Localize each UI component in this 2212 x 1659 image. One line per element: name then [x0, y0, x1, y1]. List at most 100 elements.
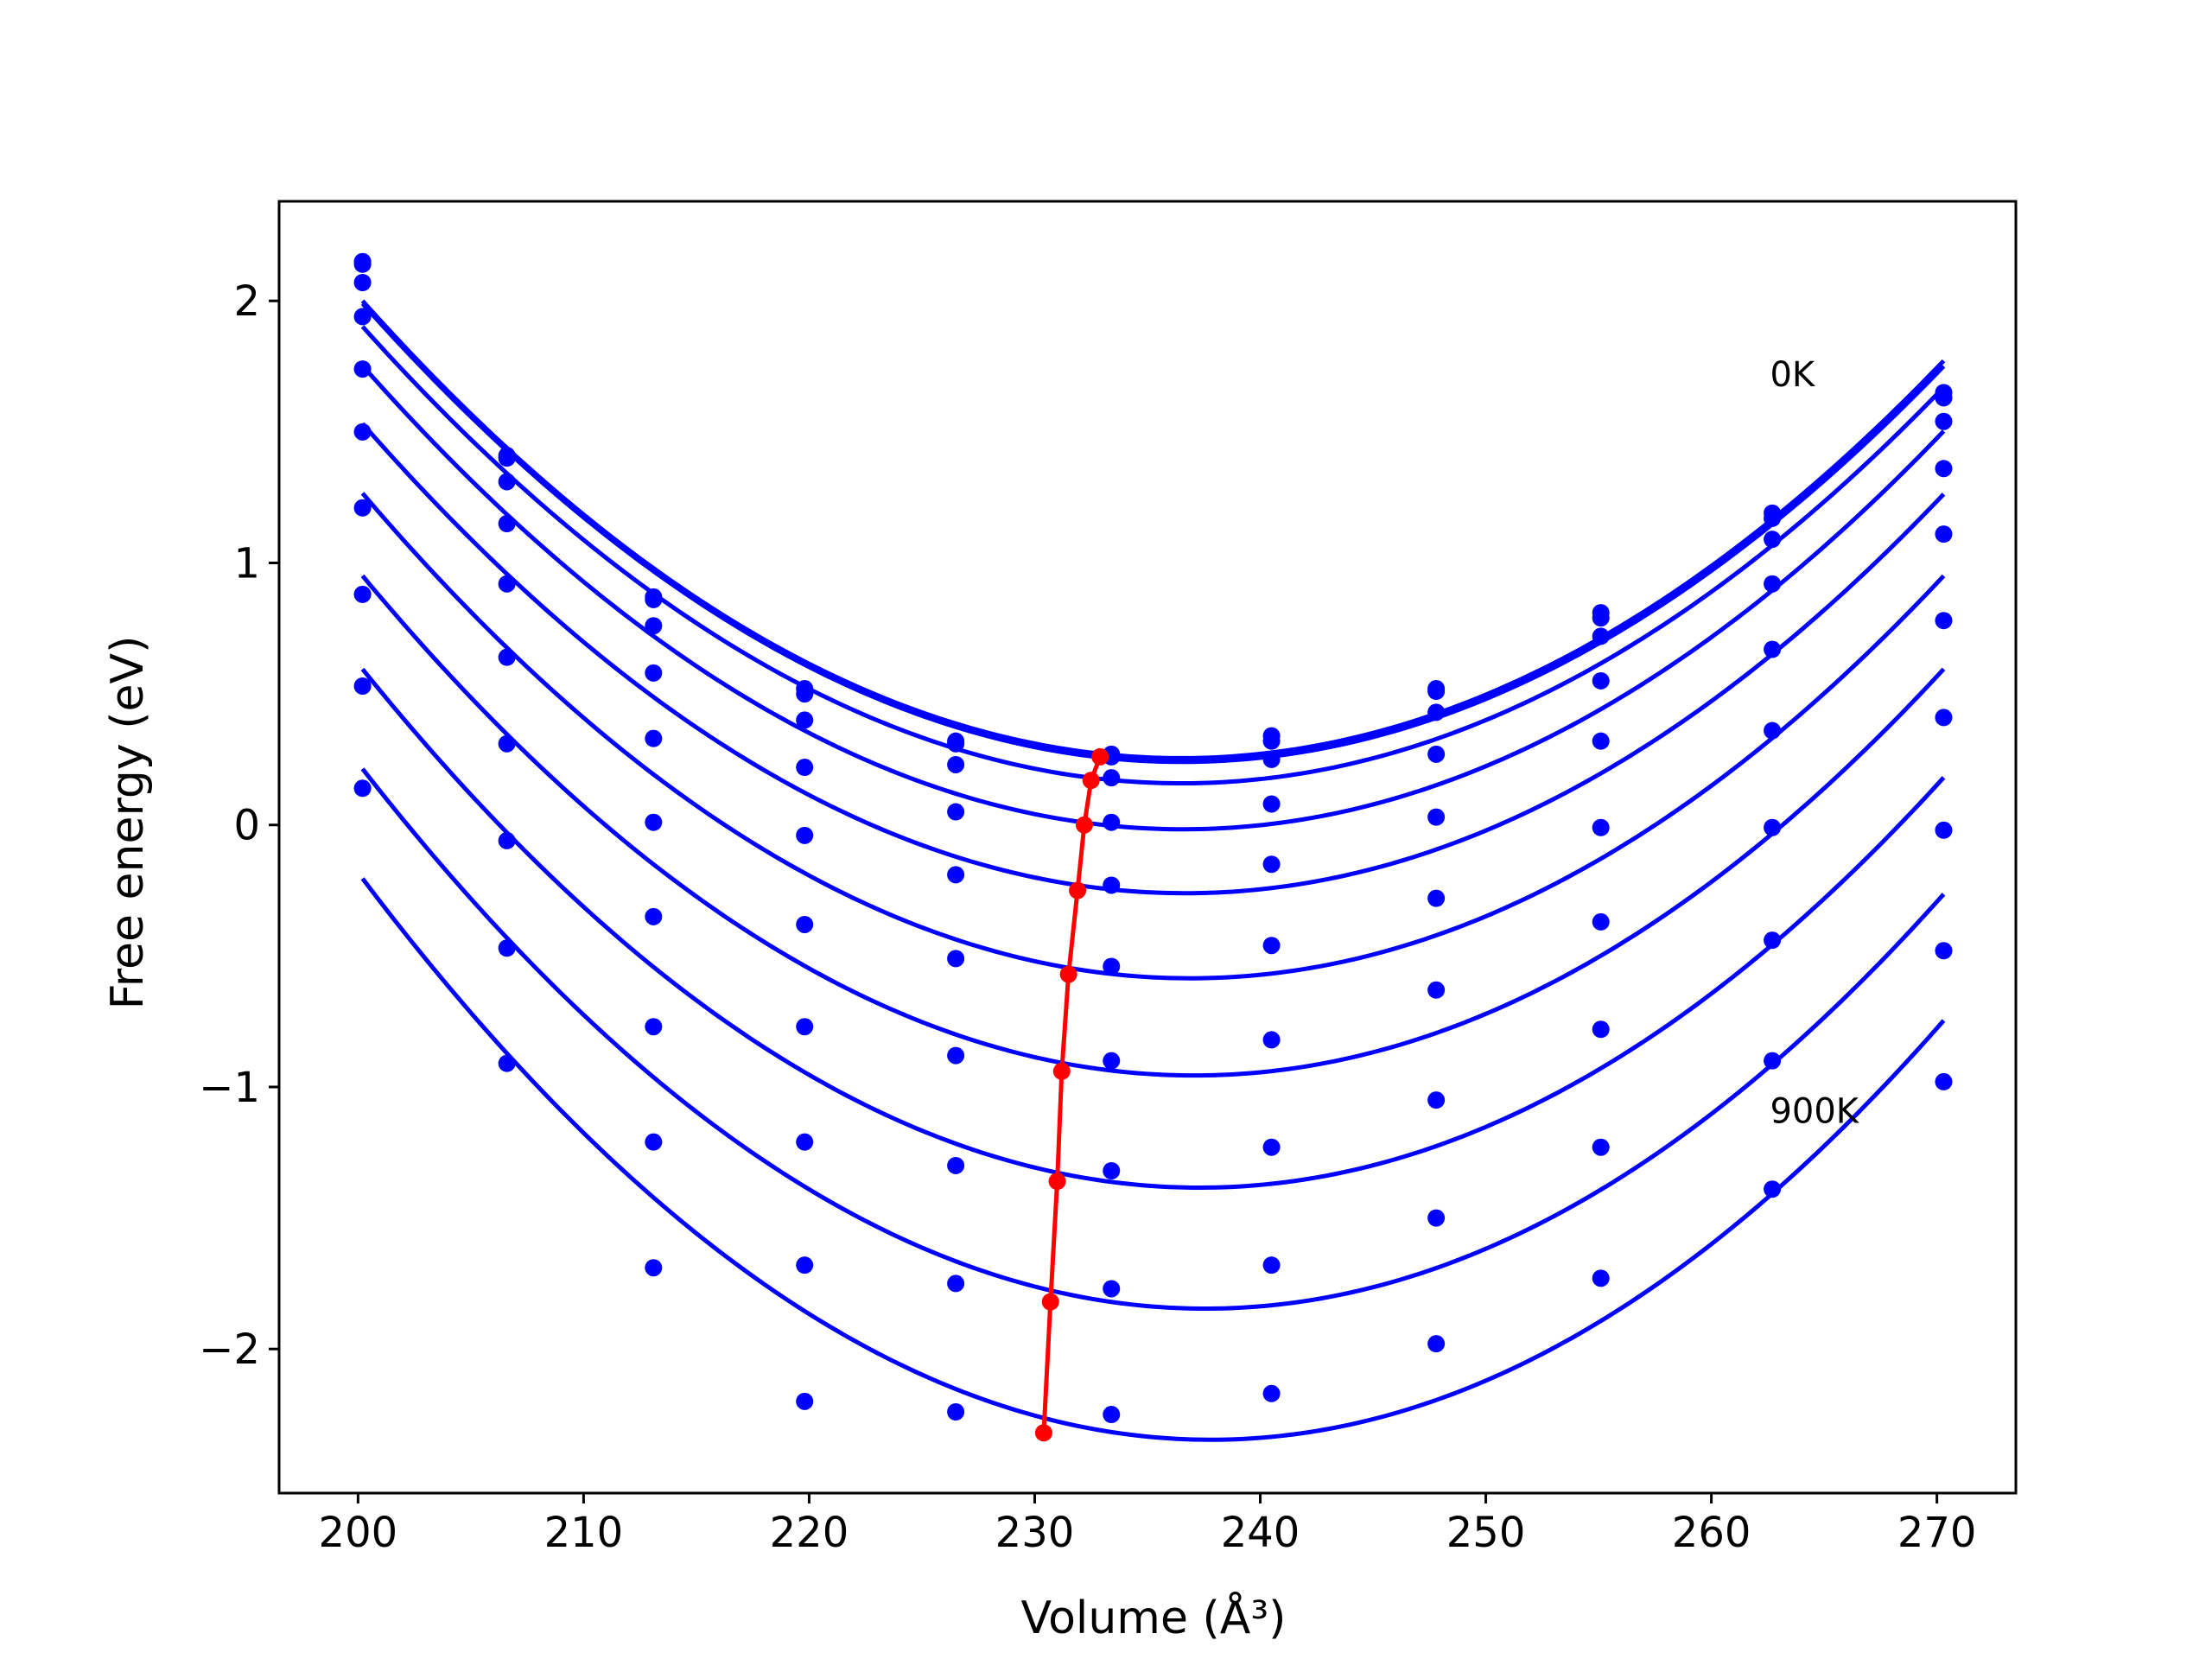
data-point-s8-8	[1427, 1091, 1446, 1109]
data-point-s9-9	[1592, 1138, 1610, 1156]
data-point-s3-11	[1935, 412, 1953, 430]
data-point-s4-2	[498, 514, 516, 532]
y-tick-label-2: 2	[233, 277, 260, 326]
data-point-s4-11	[1935, 460, 1953, 478]
data-point-s8-7	[1262, 1138, 1281, 1156]
data-point-s3-7	[1262, 750, 1281, 768]
data-point-s4-1	[353, 308, 372, 326]
data-point-s5-2	[498, 575, 516, 593]
x-tick-label-250: 250	[1446, 1509, 1526, 1557]
annotation-1: 0K	[1770, 355, 1815, 395]
data-point-s8-5	[947, 1156, 965, 1174]
data-point-s3-8	[1427, 703, 1446, 721]
data-point-s4-4	[796, 759, 814, 777]
data-point-s3-2	[498, 473, 516, 491]
data-point-s2-8	[1427, 683, 1446, 701]
data-point-s9-4	[796, 1256, 814, 1274]
data-point-s6-2	[498, 648, 516, 666]
data-point-s7-6	[1103, 1052, 1121, 1070]
fit-curve-2	[360, 302, 1946, 765]
data-point-s8-1	[353, 585, 372, 603]
data-point-s9-8	[1427, 1209, 1446, 1227]
data-point-s10-6	[1103, 1406, 1121, 1424]
data-point-s9-6	[1103, 1280, 1121, 1298]
data-point-s8-11	[1935, 821, 1953, 839]
data-point-s4-7	[1262, 795, 1281, 813]
data-point-s10-7	[1262, 1384, 1281, 1402]
data-point-s5-7	[1262, 855, 1281, 874]
data-point-s9-10	[1764, 1052, 1782, 1070]
data-point-s3-5	[947, 755, 965, 773]
data-point-s2-7	[1262, 732, 1281, 750]
data-point-s9-1	[353, 677, 372, 696]
data-point-s7-3	[645, 907, 663, 925]
data-point-s2-2	[498, 449, 516, 467]
data-point-s7-5	[947, 1046, 965, 1065]
data-point-s6-8	[1427, 889, 1446, 907]
data-point-s3-4	[796, 711, 814, 729]
axes-layer: 200 210 220 230 240 250 260 270 −2 −1 0 1 2 0K 900K	[199, 200, 2018, 1557]
data-point-s6-5	[947, 950, 965, 968]
data-point-s8-3	[645, 1018, 663, 1036]
data-point-s3-1	[353, 274, 372, 292]
data-point-s5-9	[1592, 732, 1610, 750]
minimum-point-8	[1041, 1293, 1059, 1311]
x-tick-label-230: 230	[995, 1509, 1075, 1557]
data-point-s5-4	[796, 826, 814, 844]
data-point-s6-10	[1764, 721, 1782, 740]
data-point-s10-3	[645, 1259, 663, 1277]
data-point-s2-9	[1592, 609, 1610, 627]
data-point-s9-3	[645, 1133, 663, 1151]
data-point-s10-9	[1592, 1269, 1610, 1287]
minimum-point-3	[1075, 816, 1093, 834]
minimum-point-2	[1082, 772, 1100, 790]
data-point-s9-5	[947, 1274, 965, 1293]
data-point-s6-1	[353, 423, 372, 441]
data-point-s7-11	[1935, 709, 1953, 727]
minimum-point-4	[1069, 881, 1087, 899]
data-point-s8-6	[1103, 1162, 1121, 1180]
fit-curve-5	[360, 422, 1946, 896]
data-point-s3-9	[1592, 627, 1610, 645]
fit-curve-1	[360, 299, 1946, 760]
data-point-s9-11	[1935, 942, 1953, 960]
data-point-s7-9	[1592, 912, 1610, 931]
y-tick-label--2: −2	[199, 1325, 260, 1374]
data-point-s3-3	[645, 617, 663, 635]
x-tick-label-260: 260	[1672, 1509, 1751, 1557]
minimum-point-6	[1052, 1062, 1071, 1080]
fit-curve-7	[360, 574, 1946, 1078]
data-point-s2-1	[353, 255, 372, 273]
plot-clipped	[353, 252, 1953, 1442]
data-point-s4-9	[1592, 671, 1610, 690]
data-point-s4-6	[1103, 813, 1121, 831]
data-point-s4-5	[947, 803, 965, 821]
minimum-point-7	[1048, 1173, 1066, 1191]
data-point-s5-11	[1935, 525, 1953, 543]
data-point-s10-11	[1935, 1072, 1953, 1090]
data-point-s5-6	[1103, 876, 1121, 894]
minimum-point-1	[1091, 747, 1109, 766]
data-point-s3-6	[1103, 769, 1121, 787]
data-point-s8-4	[796, 1133, 814, 1151]
data-point-s6-9	[1592, 818, 1610, 836]
data-point-s4-10	[1764, 575, 1782, 593]
data-point-s4-8	[1427, 745, 1446, 763]
data-point-s6-3	[645, 813, 663, 831]
x-tick-label-240: 240	[1221, 1509, 1300, 1557]
y-tick-label-1: 1	[233, 539, 260, 588]
minimum-point-5	[1059, 965, 1077, 983]
data-point-s8-10	[1764, 931, 1782, 950]
data-point-s5-5	[947, 866, 965, 884]
fit-curve-8	[360, 667, 1946, 1190]
y-tick-label-0: 0	[233, 802, 260, 850]
x-tick-label-200: 200	[319, 1509, 398, 1557]
fit-curve-3	[360, 325, 1946, 786]
fit-curve-4	[360, 364, 1946, 832]
x-tick-label-210: 210	[544, 1509, 624, 1557]
x-tick-label-220: 220	[770, 1509, 849, 1557]
data-point-s9-7	[1262, 1256, 1281, 1274]
x-tick-label-270: 270	[1897, 1509, 1977, 1557]
data-point-s5-3	[645, 729, 663, 747]
